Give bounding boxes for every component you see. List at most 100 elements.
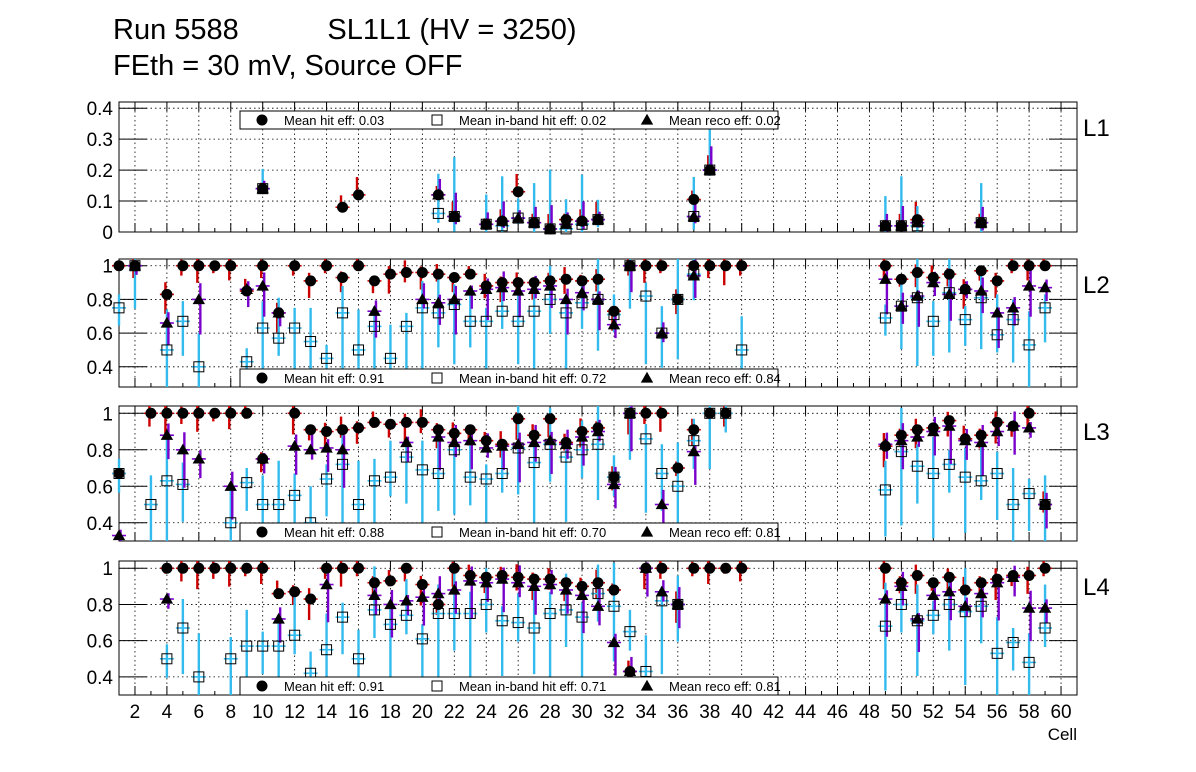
hit-point <box>656 260 667 271</box>
hit-point <box>417 417 428 428</box>
legend-entry: Mean hit eff: 0.91 <box>284 371 384 386</box>
y-tick-label: 0.6 <box>87 632 113 653</box>
x-tick-label: 36 <box>667 702 688 723</box>
filled-circle-icon <box>257 373 268 384</box>
x-tick-label: 20 <box>412 702 433 723</box>
hit-point <box>960 584 971 595</box>
hit-point <box>593 274 604 285</box>
hit-point <box>385 419 396 430</box>
hit-point <box>465 424 476 435</box>
hit-point <box>704 408 715 419</box>
hit-point <box>353 422 364 433</box>
panel-l3: 0.40.60.81L3Mean hit eff: 0.88 Mean in-ba… <box>87 404 1110 541</box>
hit-point <box>305 594 316 605</box>
y-tick-label: 0.8 <box>87 290 113 311</box>
hit-point <box>401 563 412 574</box>
hit-point <box>369 577 380 588</box>
legend-entry: Mean reco eff: 0.81 <box>669 525 781 540</box>
legend: Mean hit eff: 0.91 Mean in-band hit eff: … <box>240 369 781 387</box>
hit-point <box>353 189 364 200</box>
legend-entry: Mean in-band hit eff: 0.71 <box>459 679 606 694</box>
hit-point <box>161 289 172 300</box>
x-tick-label: 52 <box>923 702 944 723</box>
legend-entry: Mean reco eff: 0.84 <box>669 371 781 386</box>
hit-point <box>417 267 428 278</box>
x-tick-label: 50 <box>891 702 912 723</box>
hit-point <box>896 274 907 285</box>
legend: Mean hit eff: 0.03 Mean in-band hit eff: … <box>240 111 781 129</box>
hit-point <box>704 563 715 574</box>
hit-point <box>337 424 348 435</box>
y-tick-label: 1 <box>102 404 113 425</box>
hit-point <box>337 202 348 213</box>
hit-point <box>257 563 268 574</box>
y-tick-label: 0.1 <box>87 192 113 213</box>
hit-point <box>976 577 987 588</box>
x-axis-label: Cell <box>1048 725 1077 744</box>
hit-point <box>449 272 460 283</box>
hit-point <box>433 269 444 280</box>
hit-point <box>944 572 955 583</box>
hit-point <box>289 586 300 597</box>
hit-point <box>353 260 364 271</box>
x-tick-label: 4 <box>162 702 173 723</box>
x-tick-label: 24 <box>476 702 498 723</box>
hit-point <box>656 563 667 574</box>
hit-point <box>321 260 332 271</box>
x-tick-label: 60 <box>1050 702 1071 723</box>
hit-point <box>640 260 651 271</box>
hit-point <box>385 575 396 586</box>
hit-point <box>608 584 619 595</box>
hit-point <box>289 408 300 419</box>
hit-point <box>672 294 683 305</box>
hit-point <box>353 563 364 574</box>
y-tick-label: 0.8 <box>87 595 113 616</box>
hit-point <box>337 563 348 574</box>
x-tick-label: 42 <box>763 702 784 723</box>
x-tick-label: 44 <box>795 702 817 723</box>
hit-point <box>513 186 524 197</box>
hit-point <box>1024 260 1035 271</box>
x-tick-label: 48 <box>859 702 880 723</box>
legend-entry: Mean in-band hit eff: 0.72 <box>459 371 606 386</box>
hit-point <box>321 563 332 574</box>
x-tick-label: 34 <box>635 702 657 723</box>
hit-point <box>369 275 380 286</box>
legend: Mean hit eff: 0.91 Mean in-band hit eff: … <box>240 677 781 695</box>
hit-point <box>992 275 1003 286</box>
hit-point <box>1008 260 1019 271</box>
hit-point <box>593 577 604 588</box>
x-tick-label: 56 <box>987 702 1008 723</box>
hit-point <box>145 408 156 419</box>
hit-point <box>640 408 651 419</box>
hit-point <box>417 579 428 590</box>
x-tick-label: 32 <box>603 702 624 723</box>
hit-point <box>257 260 268 271</box>
hit-point <box>337 272 348 283</box>
hit-point <box>114 260 125 271</box>
hit-point <box>114 468 125 479</box>
y-tick-label: 0.6 <box>87 324 113 345</box>
x-tick-label: 18 <box>380 702 401 723</box>
x-tick-label: 6 <box>194 702 205 723</box>
legend-entry: Mean hit eff: 0.88 <box>284 525 384 540</box>
x-tick-label: 54 <box>955 702 977 723</box>
hit-point <box>401 267 412 278</box>
hit-point <box>880 563 891 574</box>
hit-point <box>225 408 236 419</box>
legend-entry: Mean in-band hit eff: 0.02 <box>459 113 606 128</box>
hit-point <box>736 563 747 574</box>
hit-point <box>928 577 939 588</box>
y-tick-label: 0 <box>102 223 113 244</box>
hit-point <box>225 563 236 574</box>
y-tick-label: 0.2 <box>87 161 113 182</box>
hit-point <box>720 408 731 419</box>
efficiency-chart: 00.10.20.30.4L1Mean hit eff: 0.03 Mean in… <box>0 0 1196 772</box>
hit-point <box>161 408 172 419</box>
hit-point <box>241 563 252 574</box>
hit-point <box>193 260 204 271</box>
panel-l4: 0.4 0.6 0.8 1 L4 Mean hit eff: 0.91 Mean in-ba… <box>87 559 1110 695</box>
hit-point <box>513 413 524 424</box>
x-tick-label: 22 <box>444 702 465 723</box>
hit-point <box>449 563 460 574</box>
